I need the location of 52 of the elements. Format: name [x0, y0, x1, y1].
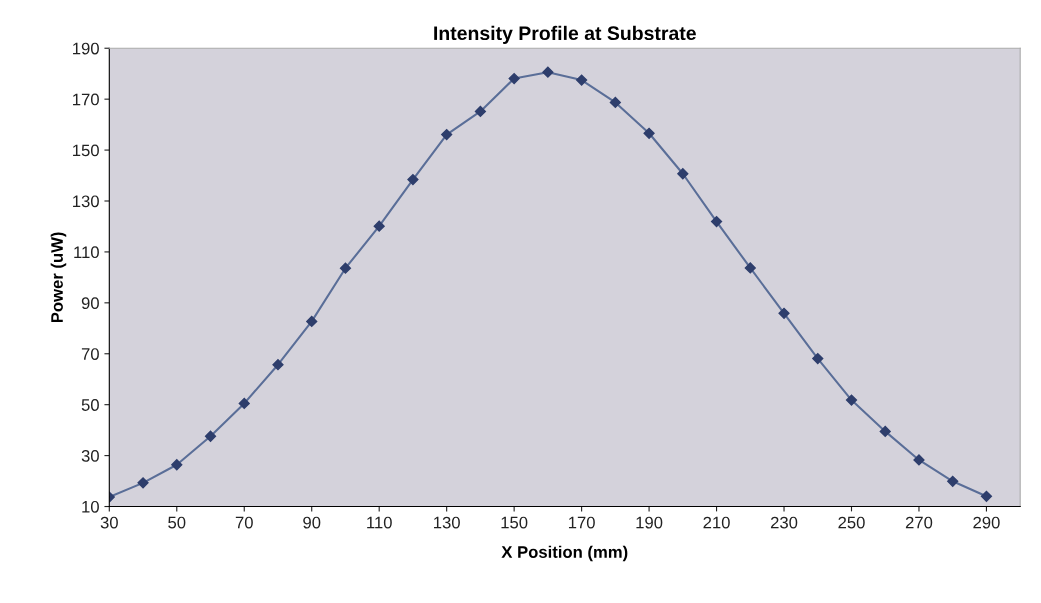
- chart-title: Intensity Profile at Substrate: [434, 25, 696, 44]
- y-tick-label: 70: [81, 348, 99, 360]
- point: [947, 475, 959, 487]
- x-tick-label: 30: [100, 516, 118, 529]
- point: [137, 477, 149, 489]
- point: [677, 168, 689, 180]
- point: [576, 74, 588, 86]
- point: [171, 459, 183, 471]
- x-tick-label: 250: [838, 516, 865, 529]
- y-tick-label: 110: [74, 246, 99, 259]
- y-tick-label: 150: [73, 144, 99, 157]
- x-tick-label: 290: [973, 516, 1000, 529]
- point: [778, 307, 790, 319]
- x-tick-label: 190: [636, 516, 663, 529]
- x-tick-label: 50: [168, 516, 186, 529]
- point: [373, 220, 385, 232]
- x-axis-title: X Position (mm): [501, 545, 628, 562]
- y-axis-title: Power (uW): [50, 232, 67, 323]
- point: [812, 352, 824, 365]
- point: [238, 397, 250, 410]
- y-tick-label: 170: [73, 93, 99, 106]
- point: [272, 359, 284, 371]
- x-tick-label: 110: [367, 516, 392, 529]
- point: [508, 72, 520, 85]
- x-tick-label: 90: [303, 516, 321, 529]
- point: [407, 174, 419, 186]
- point: [609, 96, 621, 109]
- y-tick-label: 190: [73, 42, 99, 55]
- y-tick-label: 90: [81, 297, 99, 310]
- point: [339, 262, 352, 274]
- x-tick-label: 210: [703, 516, 730, 529]
- y-tick-label: 50: [81, 399, 99, 411]
- point: [845, 394, 858, 406]
- point: [441, 128, 453, 141]
- x-tick-label: 150: [501, 516, 528, 529]
- x-tick-label: 70: [235, 516, 253, 529]
- x-tick-label: 170: [568, 516, 595, 529]
- point: [980, 490, 993, 502]
- point: [542, 66, 554, 78]
- point: [744, 262, 756, 274]
- point: [204, 430, 217, 442]
- point: [474, 105, 487, 117]
- point: [879, 425, 891, 438]
- point: [710, 216, 723, 228]
- y-tick-label: 130: [73, 195, 99, 208]
- x-tick-label: 270: [905, 516, 933, 529]
- x-tick-label: 230: [770, 516, 798, 529]
- y-tick-label: 10: [82, 500, 99, 513]
- x-tick-label: 130: [434, 516, 460, 529]
- y-tick-label: 30: [81, 450, 99, 462]
- point: [643, 127, 655, 139]
- point: [306, 315, 318, 328]
